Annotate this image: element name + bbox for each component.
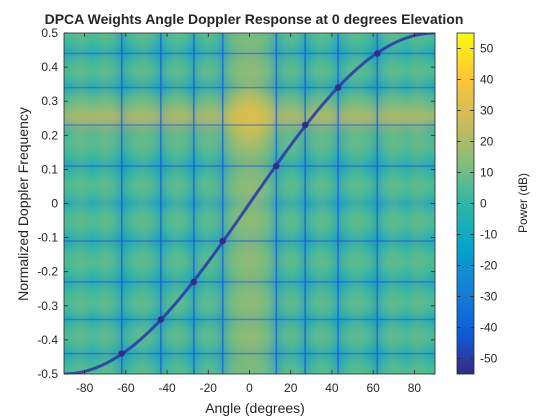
null-points xyxy=(118,50,381,357)
colorbar-tick-label: 50 xyxy=(480,42,494,56)
ridge-null-point xyxy=(374,50,381,57)
ridge-null-point xyxy=(157,316,165,323)
y-axis-label: Normalized Doppler Frequency xyxy=(15,107,31,301)
y-tick-label: -0.4 xyxy=(37,333,58,347)
x-tick-label: -80 xyxy=(76,381,94,395)
x-tick-label: 20 xyxy=(284,381,298,395)
y-tick-label: 0.3 xyxy=(41,94,58,108)
ridge-null-point xyxy=(273,162,280,170)
warm-angle-band xyxy=(98,33,113,374)
ridge-null-point xyxy=(301,121,309,129)
peak-doppler-row xyxy=(64,102,435,135)
warm-angle-band xyxy=(170,33,185,374)
ridge-null-point xyxy=(190,278,198,286)
colorbar-tick-label: 30 xyxy=(480,104,494,118)
x-axis-ticks: -80 -60 -40 -20 0 20 40 60 80 xyxy=(76,33,421,395)
x-tick-label: 60 xyxy=(366,381,380,395)
warm-angle-band xyxy=(283,33,298,374)
heatmap-plot-area xyxy=(64,33,435,374)
x-tick-label: 0 xyxy=(246,381,253,395)
colorbar: -50 -40 -30 -20 -10 0 10 20 30 40 50 Power (dB) xyxy=(456,32,530,375)
colorbar-label: Power (dB) xyxy=(516,173,530,233)
y-tick-label: 0 xyxy=(51,197,58,211)
y-tick-label: -0.2 xyxy=(37,265,58,279)
warm-angle-band xyxy=(314,33,329,374)
x-tick-label: -40 xyxy=(158,381,176,395)
colorbar-tick-label: -50 xyxy=(480,352,498,366)
colorbar-tick-label: 10 xyxy=(480,166,494,180)
x-tick-label: -60 xyxy=(117,381,135,395)
colorbar-tick-label: -10 xyxy=(480,228,498,242)
colorbar-ticks: -50 -40 -30 -20 -10 0 10 20 30 40 50 xyxy=(457,42,498,366)
x-tick-label: 80 xyxy=(408,381,422,395)
warm-angle-band xyxy=(386,33,401,374)
colorbar-tick-label: 20 xyxy=(480,135,494,149)
ridge-null-point xyxy=(219,237,226,245)
y-tick-label: -0.1 xyxy=(37,231,58,245)
warm-angle-band xyxy=(201,33,216,374)
y-tick-label: 0.4 xyxy=(41,60,58,74)
warm-angle-band xyxy=(349,33,364,374)
warm-angle-band xyxy=(135,33,150,374)
colorbar-tick-label: -30 xyxy=(480,290,498,304)
warm-angle-band xyxy=(411,33,426,374)
colorbar-tick-label: 0 xyxy=(480,197,487,211)
ridge-null-point xyxy=(118,350,125,357)
y-tick-label: -0.5 xyxy=(37,367,58,381)
y-axis-ticks: -0.5 -0.4 -0.3 -0.2 -0.1 0 0.1 0.2 0.3 0.4 0.5 xyxy=(37,26,435,381)
colorbar-tick-label: -40 xyxy=(480,321,498,335)
y-tick-label: 0.1 xyxy=(41,162,58,176)
y-tick-label: 0.5 xyxy=(41,26,58,40)
clutter-ridge-line xyxy=(64,33,435,374)
warm-angle-band xyxy=(73,33,88,374)
x-axis-label: Angle (degrees) xyxy=(205,400,305,416)
y-tick-label: 0.2 xyxy=(41,128,58,142)
x-tick-label: -20 xyxy=(200,381,218,395)
colorbar-tick-label: 40 xyxy=(480,73,494,87)
x-tick-label: 40 xyxy=(325,381,339,395)
y-tick-label: -0.3 xyxy=(37,299,58,313)
chart-title: DPCA Weights Angle Doppler Response at 0… xyxy=(45,11,464,27)
ridge-null-point xyxy=(334,84,342,91)
colorbar-tick-label: -20 xyxy=(480,259,498,273)
